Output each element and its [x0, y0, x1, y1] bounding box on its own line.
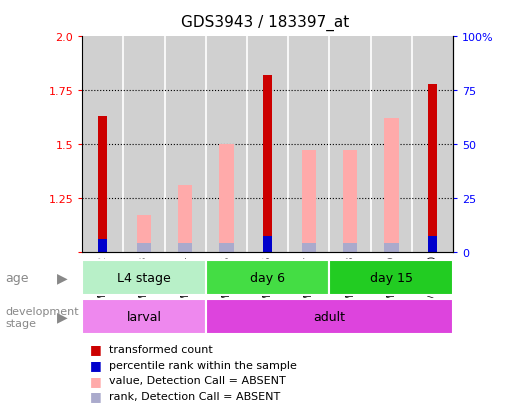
- Bar: [247, 37, 288, 252]
- Bar: [370, 37, 412, 252]
- Bar: [98, 239, 107, 252]
- Bar: [206, 299, 453, 335]
- Text: ■: ■: [90, 342, 102, 356]
- Bar: [428, 237, 437, 252]
- Text: day 15: day 15: [370, 271, 413, 284]
- Text: value, Detection Call = ABSENT: value, Detection Call = ABSENT: [109, 375, 285, 385]
- Bar: [82, 299, 206, 335]
- Text: rank, Detection Call = ABSENT: rank, Detection Call = ABSENT: [109, 391, 280, 401]
- Bar: [82, 260, 206, 295]
- Bar: [178, 243, 192, 252]
- Bar: [288, 37, 330, 252]
- Bar: [165, 37, 206, 252]
- Text: ■: ■: [90, 389, 102, 403]
- Text: development
stage: development stage: [5, 306, 79, 328]
- Text: larval: larval: [127, 311, 162, 323]
- Bar: [263, 76, 272, 252]
- Text: ▶: ▶: [57, 310, 68, 324]
- Bar: [263, 237, 272, 252]
- Bar: [206, 37, 247, 252]
- Bar: [428, 84, 437, 252]
- Text: ▶: ▶: [57, 271, 68, 285]
- Text: adult: adult: [313, 311, 346, 323]
- Bar: [82, 37, 123, 252]
- Bar: [219, 145, 234, 252]
- Bar: [206, 260, 330, 295]
- Bar: [219, 243, 234, 252]
- Bar: [302, 243, 316, 252]
- Bar: [137, 243, 151, 252]
- Bar: [123, 37, 165, 252]
- Bar: [330, 260, 453, 295]
- Bar: [330, 37, 370, 252]
- Bar: [302, 151, 316, 252]
- Text: age: age: [5, 271, 29, 284]
- Text: ■: ■: [90, 374, 102, 387]
- Bar: [412, 37, 453, 252]
- Text: GDS3943 / 183397_at: GDS3943 / 183397_at: [181, 14, 349, 31]
- Text: ■: ■: [90, 358, 102, 371]
- Text: day 6: day 6: [250, 271, 285, 284]
- Text: L4 stage: L4 stage: [117, 271, 171, 284]
- Text: percentile rank within the sample: percentile rank within the sample: [109, 360, 296, 370]
- Bar: [98, 116, 107, 252]
- Bar: [343, 243, 357, 252]
- Bar: [384, 243, 399, 252]
- Bar: [343, 151, 357, 252]
- Text: transformed count: transformed count: [109, 344, 213, 354]
- Bar: [384, 119, 399, 252]
- Bar: [137, 216, 151, 252]
- Bar: [178, 185, 192, 252]
